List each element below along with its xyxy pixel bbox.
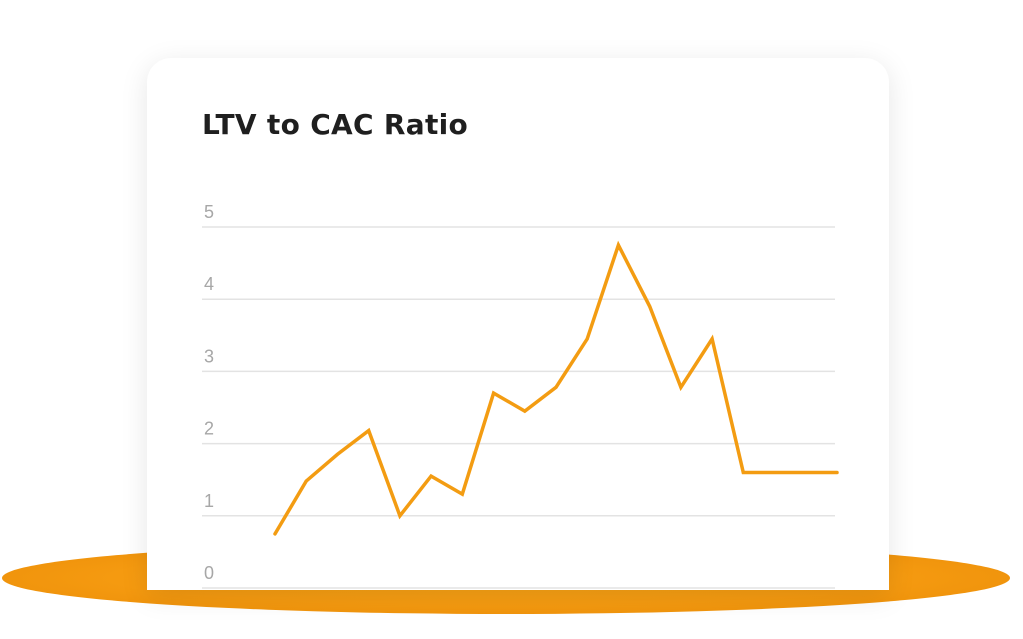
data-point — [429, 474, 433, 478]
data-point — [554, 385, 558, 389]
y-tick-label: 0 — [204, 563, 214, 583]
y-tick-label: 5 — [204, 202, 214, 222]
y-tick-label: 4 — [204, 274, 214, 294]
data-point — [741, 470, 745, 474]
data-point — [804, 470, 808, 474]
data-point — [523, 409, 527, 413]
chart-card: LTV to CAC Ratio 0 1 2 3 4 5 — [147, 58, 889, 590]
data-point — [710, 337, 714, 341]
data-point — [679, 385, 683, 389]
y-tick-label: 1 — [204, 491, 214, 511]
y-tick-label: 2 — [204, 419, 214, 439]
line-chart: 0 1 2 3 4 5 — [202, 202, 839, 589]
data-point — [616, 243, 620, 247]
data-point — [335, 452, 339, 456]
y-tick-label: 3 — [204, 346, 214, 366]
data-point — [273, 532, 277, 536]
data-point — [648, 304, 652, 308]
data-point — [460, 492, 464, 496]
data-point — [367, 429, 371, 433]
chart-title: LTV to CAC Ratio — [202, 108, 469, 141]
data-point — [835, 470, 839, 474]
data-point — [773, 470, 777, 474]
data-point — [398, 514, 402, 518]
data-point — [585, 337, 589, 341]
series-line-0 — [273, 240, 839, 536]
data-point — [492, 391, 496, 395]
data-point — [304, 479, 308, 483]
